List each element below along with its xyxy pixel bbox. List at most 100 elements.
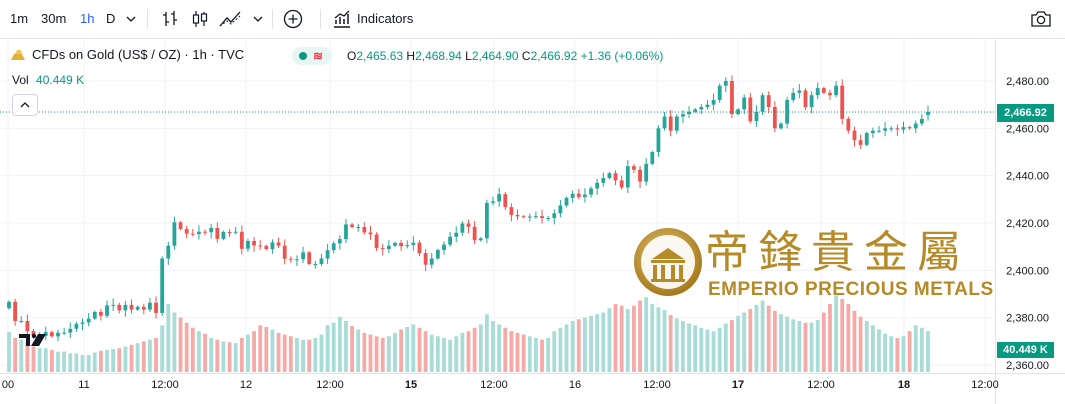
candle-body: [533, 216, 538, 218]
collapse-legend-button[interactable]: [12, 94, 38, 116]
interval-1h-button[interactable]: 1h: [80, 11, 95, 26]
candle-body: [43, 332, 48, 336]
volume-bar: [607, 308, 612, 372]
candle-body: [638, 169, 642, 182]
delayed-data-icon: ≋: [313, 49, 324, 63]
candle-body: [589, 188, 593, 195]
candle-body: [301, 252, 305, 260]
x-tick-label: 16: [569, 379, 581, 391]
volume-bar: [472, 327, 477, 372]
volume-bar: [331, 322, 336, 372]
indicators-icon[interactable]: [332, 9, 352, 29]
volume-bar: [423, 331, 428, 372]
candle-body: [356, 227, 361, 229]
volume-bar: [362, 332, 367, 372]
volume-bar: [717, 327, 722, 372]
candle-body: [442, 244, 446, 250]
toolbar-divider: [320, 9, 321, 29]
candle-body: [846, 118, 851, 131]
candle-body: [913, 123, 918, 129]
candle-body: [797, 90, 802, 93]
volume-bar: [632, 305, 636, 372]
volume-bar: [791, 319, 796, 372]
volume-bar: [129, 344, 134, 372]
candle-body: [295, 259, 299, 261]
volume-bar: [227, 342, 232, 372]
interval-1m-button[interactable]: 1m: [10, 11, 29, 26]
interval-30m-button[interactable]: 30m: [41, 11, 67, 26]
volume-bar: [907, 331, 912, 372]
candle-body: [877, 130, 881, 132]
candle-body: [209, 227, 214, 233]
candle-body: [644, 163, 649, 182]
candlesticks: [7, 75, 930, 343]
volume-bar: [772, 310, 777, 372]
candle-body: [754, 111, 759, 122]
chevron-down-icon[interactable]: [126, 14, 136, 24]
symbol-title[interactable]: CFDs on Gold (US$ / OZ) · 1h · TVC: [32, 47, 245, 62]
candle-body: [472, 226, 477, 241]
volume-bar: [56, 351, 60, 372]
volume-bar: [239, 338, 244, 372]
volume-legend: Vol 40.449 K: [12, 72, 84, 88]
candle-body: [435, 249, 440, 259]
volume-bar: [589, 315, 593, 372]
candle-body: [399, 242, 404, 247]
volume-bar: [25, 341, 30, 372]
volume-bar: [454, 336, 459, 372]
interval-d-button[interactable]: D: [106, 11, 116, 26]
x-tick-label: 12:00: [807, 379, 835, 391]
volume-bar: [13, 338, 18, 372]
camera-icon[interactable]: [1030, 9, 1052, 29]
candle-body: [668, 116, 673, 131]
candle-body: [766, 95, 771, 108]
volume-bar: [883, 333, 888, 372]
toolbar-divider: [272, 9, 273, 29]
volume-bar: [31, 346, 36, 372]
candle-style-icon[interactable]: [190, 9, 210, 29]
volume-bar: [442, 338, 446, 372]
market-open-dot: [299, 52, 307, 60]
volume-bar: [625, 309, 630, 372]
candle-body: [821, 88, 826, 93]
chevron-down-icon[interactable]: [253, 14, 263, 24]
volume-bar: [858, 316, 863, 372]
volume-bar: [601, 312, 606, 372]
volume-bar: [466, 331, 471, 372]
volume-bar: [246, 334, 250, 372]
indicators-button[interactable]: Indicators: [357, 11, 414, 26]
bar-style-icon[interactable]: [160, 9, 182, 29]
candle-body: [828, 92, 832, 96]
candle-body: [25, 320, 30, 332]
candle-body: [699, 107, 704, 110]
volume-bar: [644, 297, 649, 372]
volume-bar: [307, 339, 312, 372]
x-tick-label: 18: [898, 379, 910, 391]
candle-body: [656, 128, 661, 152]
volume-bar: [166, 304, 171, 372]
candle-body: [252, 240, 256, 246]
candle-body: [239, 231, 244, 249]
candle-body: [368, 232, 373, 235]
line-style-icon[interactable]: [218, 9, 242, 29]
candle-body: [362, 227, 367, 233]
candle-body: [889, 128, 894, 130]
candle-body: [803, 90, 808, 108]
volume-bar: [840, 298, 845, 372]
volume-bar: [325, 325, 330, 372]
candle-body: [160, 258, 165, 313]
volume-bar: [558, 327, 563, 372]
gold-bar-icon: [11, 50, 25, 60]
volume-bar: [154, 338, 158, 372]
high-value: 2,468.94: [415, 49, 462, 63]
volume-bar: [258, 325, 263, 372]
compare-plus-icon[interactable]: [283, 9, 303, 29]
candle-body: [264, 245, 269, 250]
candle-body: [460, 223, 465, 233]
candle-body: [674, 116, 679, 131]
candle-body: [760, 95, 765, 112]
candle-body: [49, 332, 54, 337]
candle-body: [576, 193, 581, 197]
volume-bar: [681, 321, 685, 372]
